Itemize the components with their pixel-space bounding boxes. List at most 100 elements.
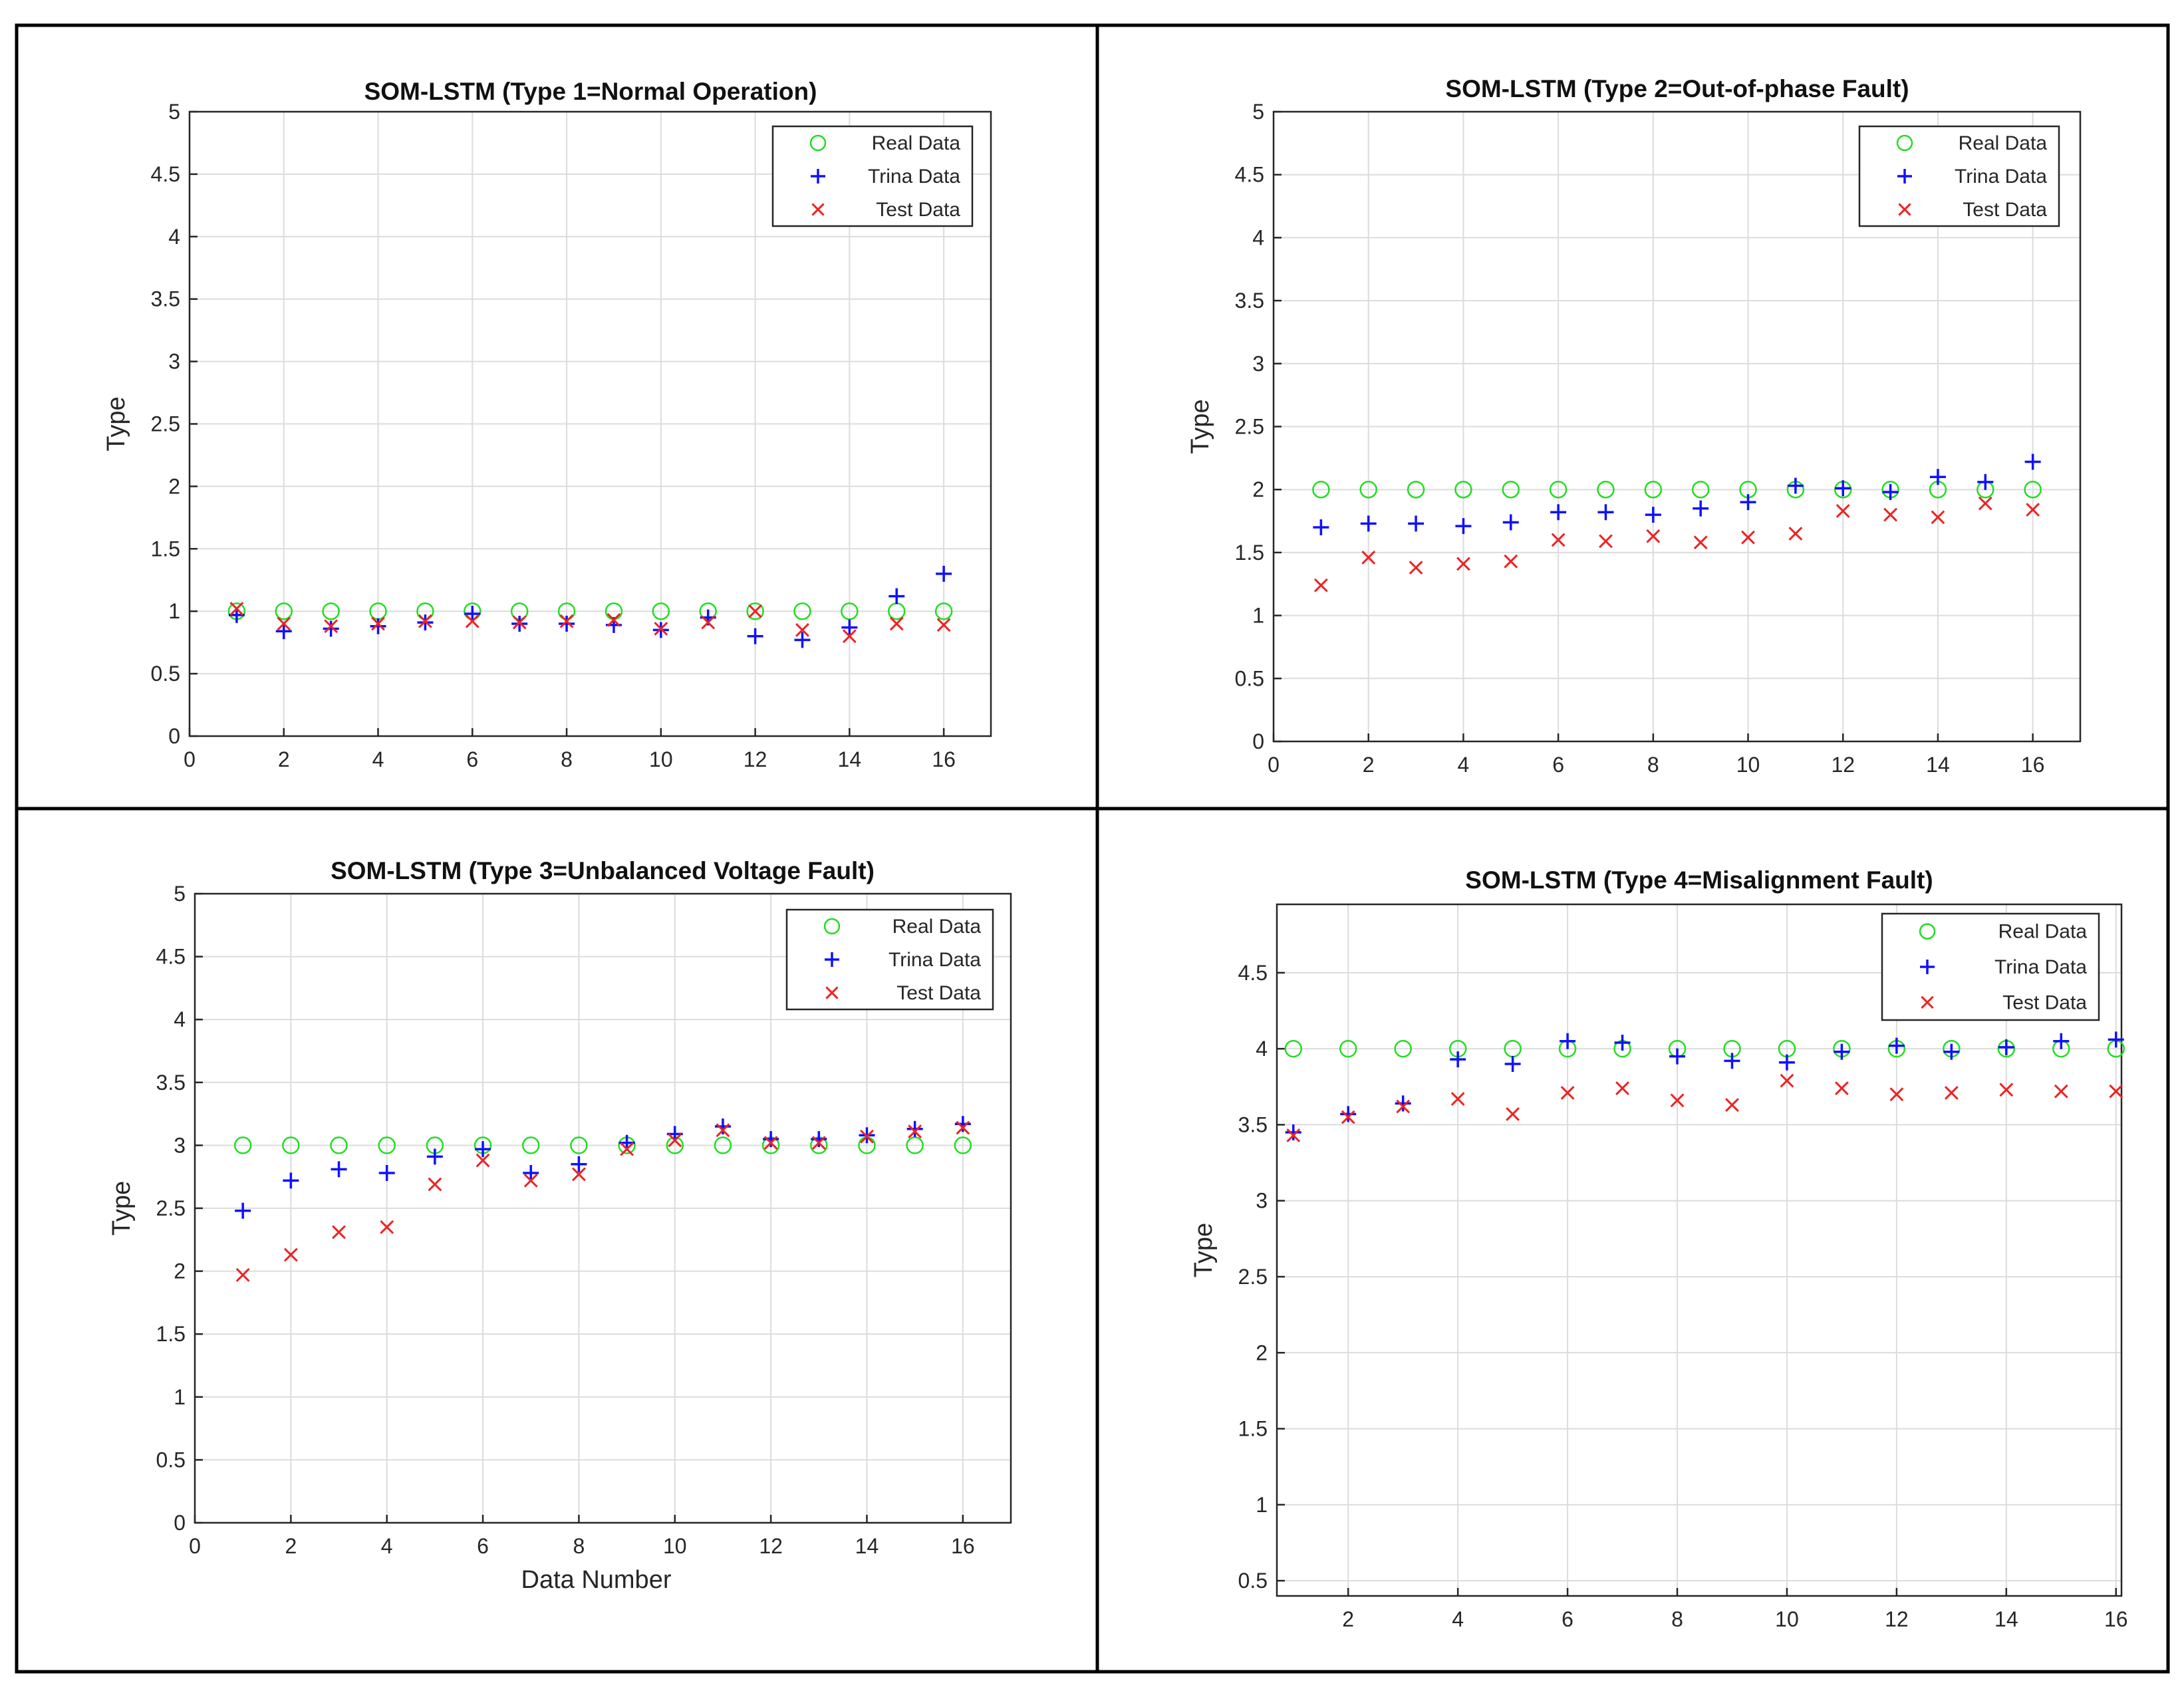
chart-2-xtick-label: 0 — [1268, 753, 1280, 777]
chart-3-cross-point — [668, 1133, 682, 1148]
chart-3-plus-point — [763, 1130, 779, 1147]
chart-1-circle-point — [793, 602, 811, 620]
chart-4-axes-box — [1276, 903, 2123, 1597]
chart-1-circle-point — [652, 602, 670, 620]
chart-4-cross-point — [1670, 1093, 1685, 1108]
chart-2-plus-point — [2024, 454, 2041, 470]
chart-1-legend-marker — [809, 134, 827, 152]
chart-2-ytick-label: 5 — [1252, 100, 1264, 124]
chart-2-xtick-label: 14 — [1926, 753, 1950, 777]
chart-4-cross-point — [1999, 1083, 2014, 1097]
chart-3-ytick-label: 4 — [174, 1007, 186, 1031]
chart-3-ytick-label: 4.5 — [156, 945, 186, 969]
chart-3-ytick-label: 0 — [174, 1511, 186, 1535]
chart-2-ytick-label: 2.5 — [1235, 415, 1264, 439]
chart-2-legend-marker — [1897, 169, 1912, 184]
chart-1-ytick-label: 1 — [168, 599, 180, 623]
chart-4-cross-point — [1396, 1099, 1411, 1114]
chart-2-cross-point — [1931, 510, 1945, 525]
chart-3-plus-point — [571, 1156, 587, 1172]
chart-2-cross-point — [1836, 503, 1850, 518]
chart-4-ytick-label: 4.5 — [1238, 961, 1268, 985]
chart-2-circle-point — [1502, 480, 1520, 499]
chart-1-cross-point — [654, 622, 668, 636]
chart-4-legend-label: Real Data — [1998, 921, 2088, 943]
chart-3-cross-point — [476, 1153, 490, 1168]
chart-3-ytick-label: 3 — [174, 1133, 186, 1157]
chart-2-legend-label: Test Data — [1963, 199, 2047, 221]
chart-3-legend-marker — [825, 952, 839, 967]
chart-2-ytick-label: 3 — [1252, 352, 1264, 376]
chart-3-ytick-label: 2.5 — [156, 1196, 186, 1220]
chart-2-ylabel: Type — [1186, 399, 1214, 454]
chart-3-cross-point — [811, 1136, 826, 1150]
chart-1-xtick-label: 4 — [372, 747, 384, 771]
chart-4-xtick-label: 14 — [1994, 1607, 2018, 1631]
chart-4-cross-point — [2054, 1084, 2068, 1099]
chart-3-xtick-label: 6 — [477, 1534, 489, 1558]
chart-1-ytick-label: 3 — [168, 350, 180, 374]
chart-3-plus-point — [714, 1118, 731, 1135]
chart-1-ytick-label: 5 — [168, 100, 180, 124]
chart-4-ytick-label: 3.5 — [1238, 1112, 1268, 1136]
chart-3-ytick-label: 1.5 — [156, 1322, 186, 1346]
chart-2-ytick-label: 1.5 — [1235, 541, 1264, 565]
chart-2-cross-point — [1313, 578, 1328, 592]
chart-2-plus-point — [1313, 519, 1329, 536]
chart-1-plus-point — [888, 588, 905, 604]
chart-2-legend-marker — [1898, 203, 1911, 216]
chart-4-plus-point — [2108, 1031, 2124, 1048]
chart-4-legend: Real Data Trina Data Test Data — [1881, 912, 2100, 1021]
chart-4-xtick-label: 4 — [1452, 1607, 1464, 1631]
chart-4-ytick-label: 1.5 — [1238, 1417, 1268, 1441]
chart-1-xtick-label: 8 — [561, 747, 573, 771]
chart-2-plus-point — [1597, 504, 1614, 521]
chart-3-legend-marker — [825, 986, 839, 999]
chart-4-legend-label: Trina Data — [1994, 956, 2087, 978]
chart-2-cross-point — [1599, 534, 1613, 549]
chart-4-ytick-label: 1 — [1256, 1493, 1268, 1517]
chart-1-cross-point — [607, 612, 621, 627]
chart-2-cross-point — [1456, 557, 1470, 571]
chart-4-plus-point — [1778, 1054, 1795, 1071]
chart-1-xtick-label: 2 — [278, 747, 290, 771]
chart-1-ytick-label: 2.5 — [151, 412, 180, 436]
chart-4-xtick-label: 10 — [1775, 1607, 1799, 1631]
chart-3-plus-point — [426, 1148, 443, 1165]
chart-1-plus-point — [936, 565, 952, 582]
chart-2-plus-point — [1882, 483, 1899, 500]
chart-4-plus-point — [2053, 1033, 2070, 1049]
chart-4-title: SOM-LSTM (Type 4=Misalignment Fault) — [1465, 866, 1933, 894]
chart-1-plus-point — [841, 619, 858, 636]
chart-3-circle-point — [330, 1136, 348, 1154]
chart-2-plus-point — [1550, 504, 1567, 521]
chart-4-cross-point — [2109, 1084, 2123, 1099]
chart-1-cross-point — [418, 614, 432, 628]
chart-1-cross-point — [748, 604, 763, 618]
chart-4-plus-point — [1669, 1048, 1686, 1065]
chart-4-cross-point — [1834, 1081, 1849, 1095]
chart-2-cross-point — [1646, 529, 1661, 543]
chart-3-ytick-label: 0.5 — [156, 1448, 186, 1472]
chart-2-cross-point — [1741, 530, 1755, 545]
chart-2-cross-point — [1788, 527, 1803, 541]
chart-3-circle-point — [521, 1136, 540, 1154]
chart-3-cross-point — [571, 1167, 586, 1182]
chart-1-plus-point — [747, 628, 763, 644]
chart-2-title: SOM-LSTM (Type 2=Out-of-phase Fault) — [1445, 75, 1909, 102]
chart-2-plus-point — [1502, 514, 1519, 531]
chart-4-cross-point — [1450, 1092, 1465, 1106]
chart-1-cross-point — [842, 629, 857, 644]
chart-4-cross-point — [1615, 1081, 1629, 1095]
chart-1-cross-point — [936, 618, 951, 632]
chart-3-cross-point — [235, 1267, 250, 1282]
chart-3-circle-point — [906, 1136, 924, 1154]
chart-4-plus-point — [1504, 1056, 1521, 1072]
chart-3-cross-point — [956, 1120, 970, 1135]
chart-2-ytick-label: 1 — [1252, 604, 1264, 628]
chart-3-circle-point — [570, 1136, 588, 1154]
chart-3-circle-point — [378, 1136, 396, 1154]
chart-1-ytick-label: 3.5 — [151, 287, 180, 311]
chart-2-xtick-label: 16 — [2021, 753, 2045, 777]
chart-1-xtick-label: 0 — [184, 747, 196, 771]
